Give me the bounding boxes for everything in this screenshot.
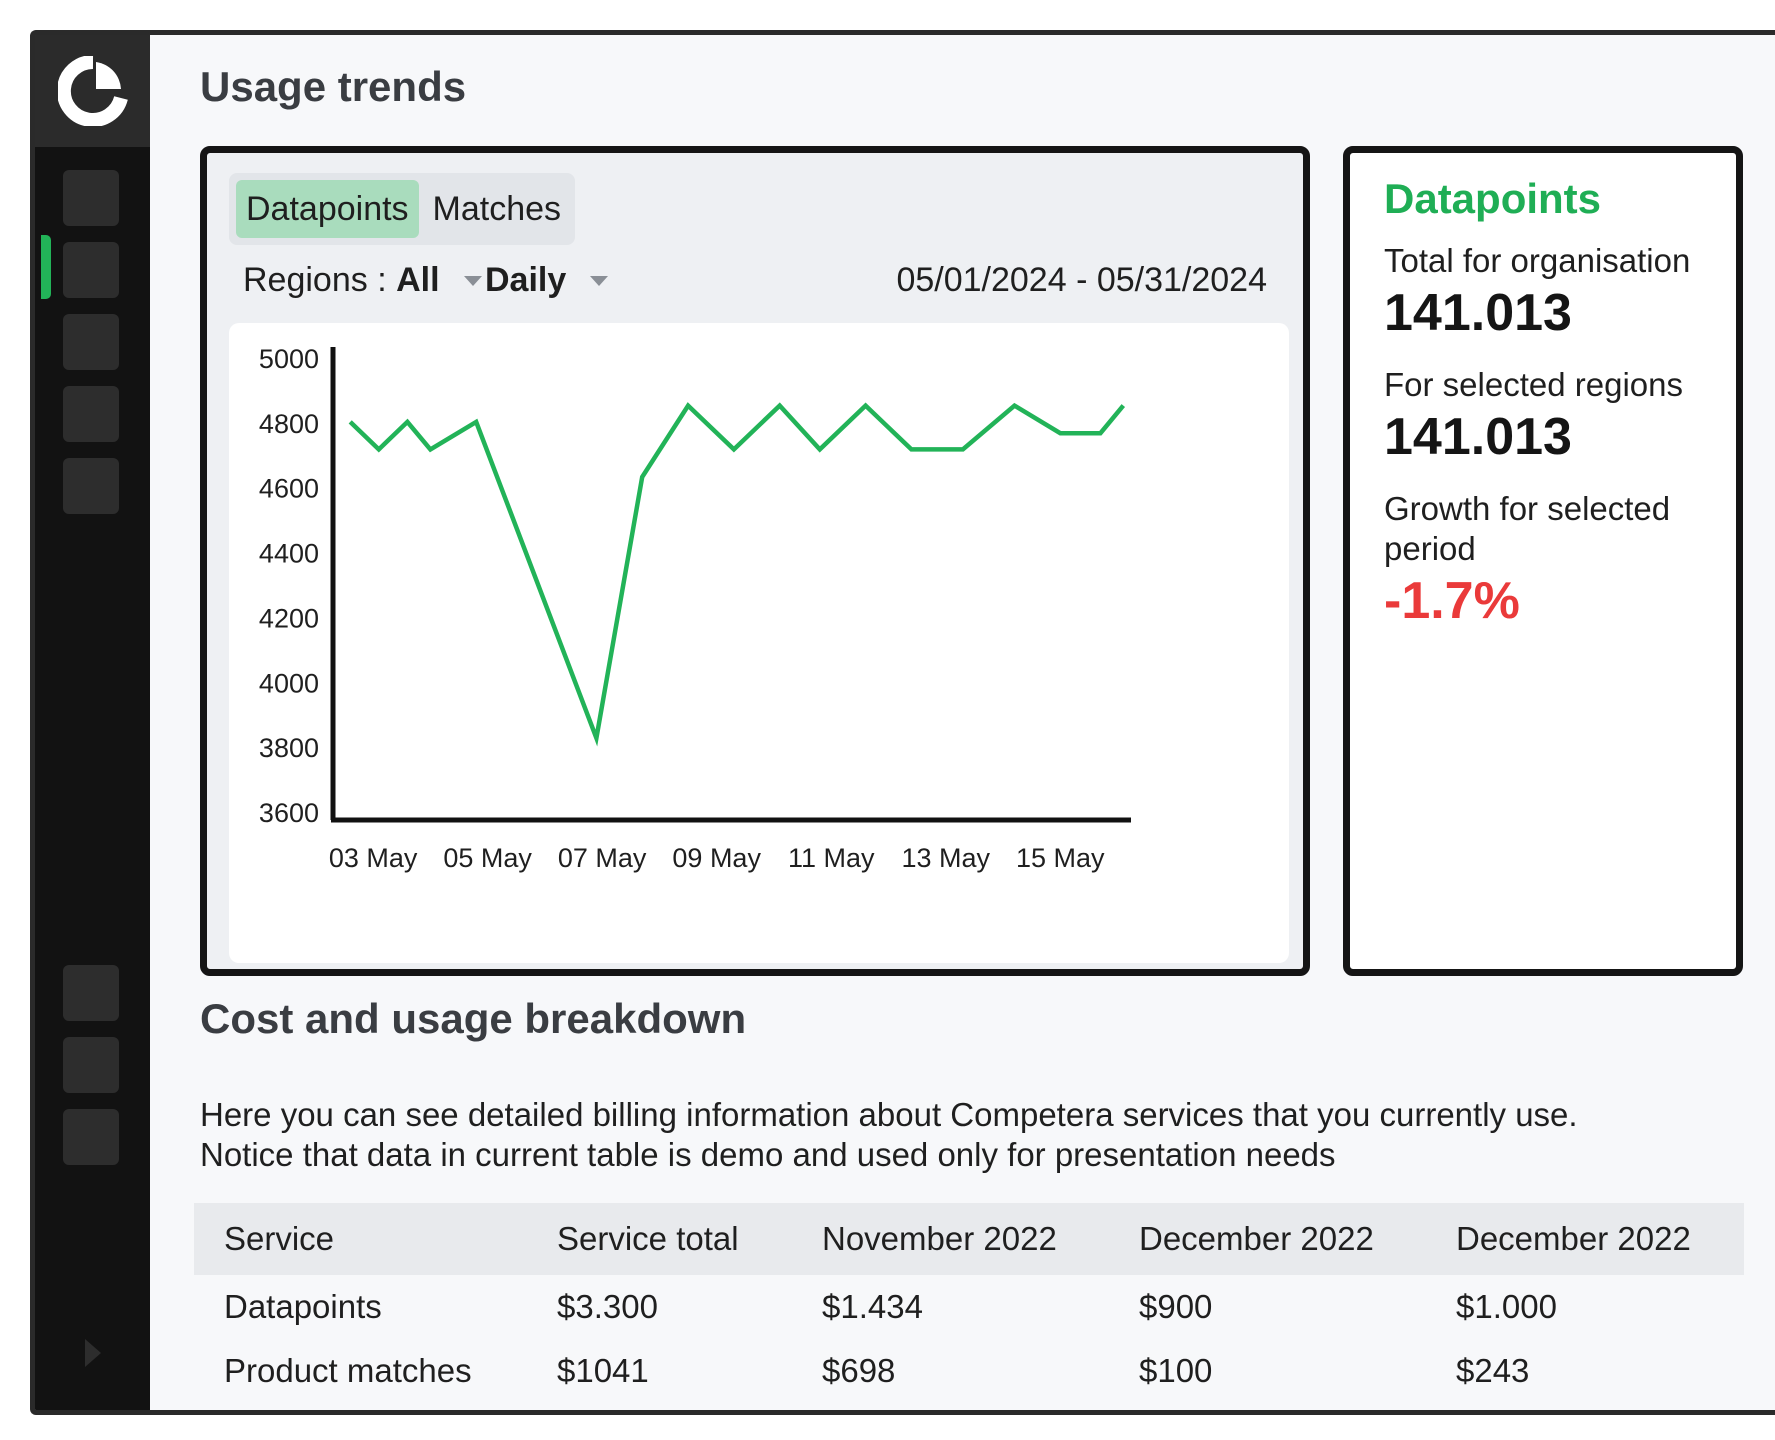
- billing-table: Service Service total November 2022 Dece…: [194, 1203, 1744, 1403]
- nav-item-1[interactable]: [63, 170, 119, 226]
- regions-stat-value: 141.013: [1384, 408, 1572, 466]
- usage-trends-title: Usage trends: [200, 63, 467, 110]
- y-tick-label: 4400: [259, 539, 319, 569]
- nav-item-2[interactable]: [63, 242, 119, 298]
- column-header: December 2022: [1456, 1220, 1691, 1257]
- y-tick-label: 3600: [259, 798, 319, 828]
- regions-dropdown[interactable]: Regions : All: [243, 261, 482, 300]
- line-chart-svg: 5000 4800 4600 4400 4200 4000 3800 3600 03 May 05…: [259, 344, 1131, 873]
- regions-stat-label: For selected regions: [1384, 366, 1683, 403]
- x-tick-label: 07 May: [558, 843, 647, 873]
- breakdown-description: Here you can see detailed billing inform…: [200, 1095, 1650, 1175]
- nav-item-6[interactable]: [63, 965, 119, 1021]
- line-chart: 5000 4800 4600 4400 4200 4000 3800 3600 03 May 05…: [229, 323, 1289, 963]
- x-tick-label: 15 May: [1016, 843, 1105, 873]
- table-cell: $698: [822, 1352, 896, 1389]
- x-tick-label: 03 May: [329, 843, 418, 873]
- column-header: December 2022: [1139, 1220, 1374, 1257]
- table-cell: $1.434: [822, 1288, 923, 1325]
- y-tick-label: 3800: [259, 733, 319, 763]
- y-tick-label: 4000: [259, 668, 319, 698]
- usage-chart-card: Datapoints Matches Regions : All Daily 0…: [200, 146, 1310, 976]
- table-row: Datapoints $3.300 $1.434 $900 $1.000: [194, 1275, 1744, 1339]
- tab-matches[interactable]: Matches: [432, 189, 562, 228]
- y-tick-label: 4200: [259, 603, 319, 633]
- series-line-datapoints: [348, 402, 1126, 747]
- chart-filters: Regions : All Daily 05/01/2024 - 05/31/2…: [243, 261, 1267, 311]
- stats-card: Datapoints Total for organisation 141.01…: [1343, 146, 1743, 976]
- total-label: Total for organisation: [1384, 242, 1691, 279]
- table-cell: $243: [1456, 1352, 1530, 1389]
- nav-item-4[interactable]: [63, 386, 119, 442]
- table-cell: $900: [1139, 1288, 1213, 1325]
- stats-heading: Datapoints: [1384, 175, 1602, 222]
- table-cell: $1041: [557, 1352, 649, 1389]
- caret-down-icon: [590, 275, 609, 286]
- table-cell: Product matches: [224, 1352, 472, 1389]
- column-header: November 2022: [822, 1220, 1057, 1257]
- sidebar: [35, 35, 150, 1410]
- nav-item-7[interactable]: [63, 1037, 119, 1093]
- description-line-1: Here you can see detailed billing inform…: [200, 1096, 1578, 1133]
- table-row: Product matches $1041 $698 $100 $243: [194, 1339, 1744, 1403]
- active-nav-indicator: [41, 235, 51, 299]
- table-header: Service Service total November 2022 Dece…: [194, 1203, 1744, 1275]
- y-tick-label: 4600: [259, 474, 319, 504]
- y-tick-label: 5000: [259, 344, 319, 374]
- metric-tabs: Datapoints Matches: [229, 173, 575, 245]
- caret-down-icon: [463, 275, 482, 286]
- chevron-right-icon[interactable]: [79, 1335, 107, 1371]
- regions-label: Regions :: [243, 261, 397, 299]
- tab-datapoints[interactable]: Datapoints: [236, 180, 419, 238]
- main-content: Usage trends Datapoints Matches Regions …: [150, 35, 1775, 1410]
- x-tick-label: 09 May: [672, 843, 761, 873]
- table-cell: $1.000: [1456, 1288, 1557, 1325]
- x-tick-label: 11 May: [788, 843, 875, 873]
- x-tick-label: 05 May: [443, 843, 532, 873]
- granularity-value: Daily: [485, 261, 567, 299]
- app-window: Usage trends Datapoints Matches Regions …: [30, 30, 1775, 1415]
- granularity-dropdown[interactable]: Daily: [485, 261, 609, 300]
- growth-value: -1.7%: [1384, 572, 1520, 630]
- logo[interactable]: [35, 35, 150, 147]
- x-tick-label: 13 May: [901, 843, 990, 873]
- table-cell: $3.300: [557, 1288, 658, 1325]
- column-header: Service: [224, 1220, 335, 1257]
- table-cell: Datapoints: [224, 1288, 382, 1325]
- growth-label: Growth for selected period: [1384, 490, 1671, 567]
- description-line-2: Notice that data in current table is dem…: [200, 1136, 1336, 1173]
- nav-item-3[interactable]: [63, 314, 119, 370]
- date-range-picker[interactable]: 05/01/2024 - 05/31/2024: [896, 261, 1267, 299]
- column-header: Service total: [557, 1220, 739, 1257]
- nav-item-8[interactable]: [63, 1109, 119, 1165]
- total-value: 141.013: [1384, 284, 1572, 342]
- competera-logo-icon: [57, 56, 128, 126]
- nav-item-5[interactable]: [63, 458, 119, 514]
- regions-value: All: [396, 261, 440, 299]
- table-cell: $100: [1139, 1352, 1213, 1389]
- breakdown-title: Cost and usage breakdown: [200, 995, 747, 1042]
- y-tick-label: 4800: [259, 409, 319, 439]
